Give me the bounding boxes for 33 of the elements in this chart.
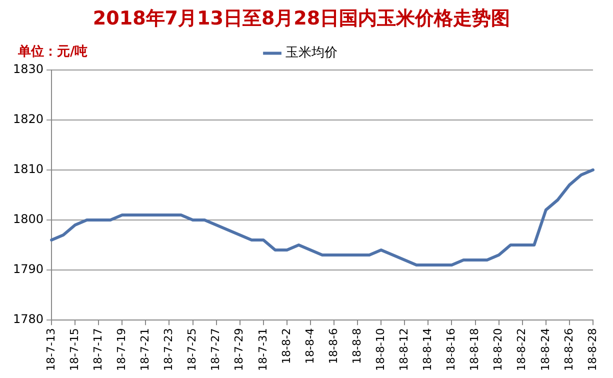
x-tick-label: 18-8-10 — [374, 328, 387, 372]
x-tick-label: 18-7-17 — [91, 328, 104, 372]
x-tick-label: 18-8-20 — [492, 328, 505, 372]
x-tick-label: 18-8-28 — [586, 328, 599, 372]
x-tick-label: 18-8-6 — [326, 328, 340, 364]
y-tick-label: 1780 — [12, 312, 44, 326]
x-tick-label: 18-8-24 — [538, 328, 552, 372]
x-tick-label: 18-8-26 — [562, 328, 576, 372]
x-tick-label: 18-7-31 — [256, 328, 270, 372]
x-tick-label: 18-8-18 — [468, 328, 482, 372]
x-tick-label: 18-8-4 — [303, 328, 316, 364]
x-tick-label: 18-7-19 — [115, 328, 128, 372]
x-tick-label: 18-8-12 — [398, 328, 411, 372]
y-tick-label: 1820 — [12, 112, 44, 126]
legend-label: 玉米均价 — [285, 46, 338, 61]
y-tick-label: 1800 — [12, 212, 44, 226]
x-tick-label: 18-8-14 — [421, 328, 434, 372]
y-axis-title: 单位：元/吨 — [17, 43, 88, 60]
y-tick-label: 1830 — [12, 62, 44, 76]
x-tick-label: 18-8-2 — [280, 328, 293, 364]
y-tick-label: 1810 — [12, 162, 44, 176]
chart-title: 2018年7月13日至8月28日国内玉米价格走势图 — [92, 7, 510, 30]
x-tick-label: 18-8-22 — [515, 328, 528, 372]
x-tick-label: 18-7-25 — [186, 328, 199, 372]
x-tick-label: 18-8-16 — [444, 328, 458, 372]
x-tick-label: 18-7-23 — [162, 328, 176, 372]
x-tick-label: 18-7-29 — [232, 328, 246, 372]
x-tick-label: 18-7-13 — [44, 328, 58, 372]
x-tick-label: 18-8-8 — [350, 328, 364, 364]
y-tick-label: 1790 — [12, 262, 44, 276]
x-tick-label: 18-7-21 — [138, 328, 152, 372]
x-tick-label: 18-7-27 — [209, 328, 222, 372]
x-tick-label: 18-7-15 — [68, 328, 81, 372]
